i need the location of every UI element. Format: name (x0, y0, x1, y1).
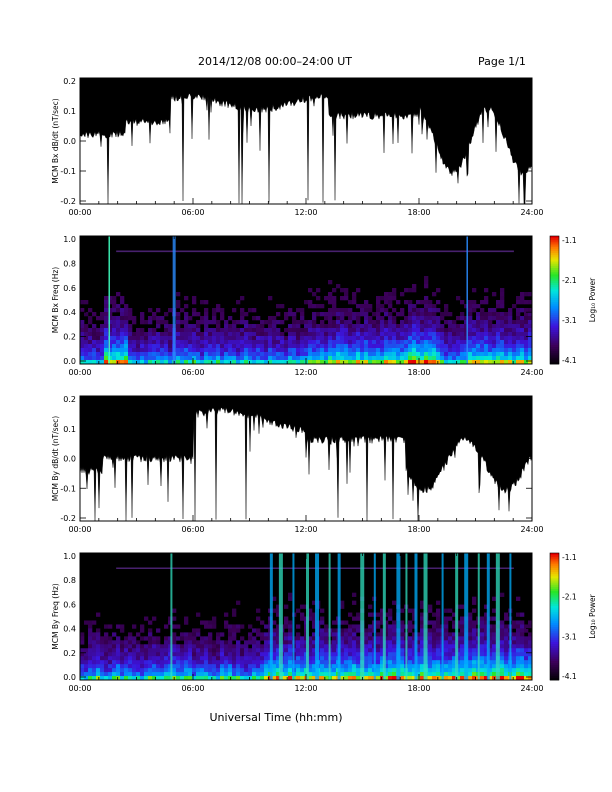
x-tick-label: 24:00 (520, 525, 543, 534)
x-tick-label: 12:00 (294, 368, 317, 377)
y-tick-label: -0.2 (60, 514, 76, 523)
burst-line (414, 553, 418, 680)
trace-line (79, 77, 533, 205)
panel-2: 00:00 06:00 12:00 18:00 24:00 1.0 0.8 0.6 0.4 0.2… (51, 235, 597, 377)
x-tick-label: 24:00 (520, 208, 543, 217)
burst-line (373, 553, 376, 680)
burst-line (315, 553, 320, 680)
y-tick-label: 0.1 (63, 425, 76, 434)
colorbar-tick-label: -4.1 (562, 672, 577, 681)
colorbar-frame (549, 235, 560, 365)
colorbar-tick-label: -1.1 (562, 236, 577, 245)
x-tick-label: 24:00 (520, 684, 543, 693)
colorbar-label: Log₁₀ Power (588, 277, 597, 322)
burst-line (328, 553, 331, 680)
y-tick-label: 0.8 (63, 576, 76, 585)
x-tick-label: 00:00 (68, 525, 91, 534)
x-tick-label: 12:00 (294, 525, 317, 534)
burst-line (495, 553, 500, 680)
y-tick-label: 0.4 (63, 625, 76, 634)
colorbar-frame (549, 552, 560, 681)
burst-line (292, 553, 295, 680)
x-axis-title: Universal Time (hh:mm) (210, 711, 343, 724)
y-tick-label: 0.6 (63, 284, 76, 293)
burst-line (455, 553, 459, 680)
burst-line (382, 553, 386, 680)
colorbar: -1.1 -2.1 -3.1 -4.1 Log₁₀ Power (549, 552, 597, 681)
colorbar-label: Log₁₀ Power (588, 593, 597, 638)
x-tick-label: 00:00 (68, 684, 91, 693)
y-axis-title: MCM By dB/dt (nT/sec) (51, 416, 60, 501)
y-tick-label: 0.2 (63, 649, 76, 658)
burst-line (464, 553, 469, 680)
x-tick-label: 06:00 (181, 684, 204, 693)
burst-line (441, 553, 444, 680)
burst-line (306, 553, 309, 680)
y-axis-title: MCM Bx Freq (Hz) (51, 267, 60, 333)
x-tick-label: 12:00 (294, 208, 317, 217)
burst-line (108, 236, 110, 364)
colorbar: -1.1 -2.1 -3.1 -4.1 Log₁₀ Power (549, 235, 597, 365)
x-tick-label: 18:00 (407, 368, 430, 377)
x-tick-label: 18:00 (407, 525, 430, 534)
panel-1: 00:00 06:00 12:00 18:00 24:00 0.2 0.1 0.0 -0.1 -0… (51, 77, 544, 217)
x-tick-label: 18:00 (407, 208, 430, 217)
burst-line (466, 236, 468, 364)
burst-line (278, 553, 283, 680)
x-tick-label: 06:00 (181, 525, 204, 534)
y-tick-label: 0.0 (63, 357, 76, 366)
y-tick-label: 0.2 (63, 395, 76, 404)
y-tick-label: 0.4 (63, 308, 76, 317)
y-tick-label: 0.1 (63, 107, 76, 116)
x-tick-label: 06:00 (181, 368, 204, 377)
y-axis-title: MCM By Freq (Hz) (51, 583, 60, 649)
burst-line (486, 553, 490, 680)
spectrogram-cells (80, 276, 533, 365)
y-tick-label: 0.0 (63, 673, 76, 682)
x-tick-label: 00:00 (68, 208, 91, 217)
burst-line (396, 553, 401, 680)
burst-line (269, 553, 273, 680)
y-tick-label: 1.0 (63, 235, 76, 244)
x-tick-label: 18:00 (407, 684, 430, 693)
y-tick-label: 0.8 (63, 259, 76, 268)
colorbar-tick-label: -2.1 (562, 593, 577, 602)
burst-line (172, 236, 176, 364)
x-tick-label: 12:00 (294, 684, 317, 693)
y-axis-title: MCM Bx dB/dt (nT/sec) (51, 98, 60, 183)
page-indicator: Page 1/1 (478, 55, 526, 68)
panel-4: 00:00 06:00 12:00 18:00 24:00 1.0 0.8 0.6 0.4 0.2… (51, 552, 597, 693)
panel-3: 00:00 06:00 12:00 18:00 24:00 0.2 0.1 0.0 -0.1 -0… (51, 395, 544, 534)
x-tick-label: 00:00 (68, 368, 91, 377)
colorbar-tick-label: -3.1 (562, 316, 577, 325)
y-tick-label: 0.2 (63, 77, 76, 86)
colorbar-tick-label: -2.1 (562, 276, 577, 285)
burst-line (360, 553, 365, 680)
trace-line (79, 395, 533, 522)
burst-line (423, 553, 428, 680)
y-tick-label: -0.2 (60, 197, 76, 206)
y-tick-label: -0.1 (60, 167, 76, 176)
figure-title: 2014/12/08 00:00–24:00 UT (198, 55, 352, 68)
y-tick-label: 0.0 (63, 455, 76, 464)
colorbar-tick-label: -1.1 (562, 553, 577, 562)
burst-line (170, 553, 173, 680)
y-tick-label: -0.1 (60, 484, 76, 493)
burst-line (509, 553, 512, 680)
burst-line (337, 553, 341, 680)
y-tick-label: 0.0 (63, 137, 76, 146)
x-tick-label: 24:00 (520, 368, 543, 377)
y-tick-label: 0.6 (63, 600, 76, 609)
y-tick-label: 0.2 (63, 333, 76, 342)
y-tick-label: 1.0 (63, 552, 76, 561)
colorbar-tick-label: -4.1 (562, 356, 577, 365)
burst-line (405, 553, 408, 680)
x-tick-label: 06:00 (181, 208, 204, 217)
colorbar-tick-label: -3.1 (562, 632, 577, 641)
burst-line (477, 553, 480, 680)
